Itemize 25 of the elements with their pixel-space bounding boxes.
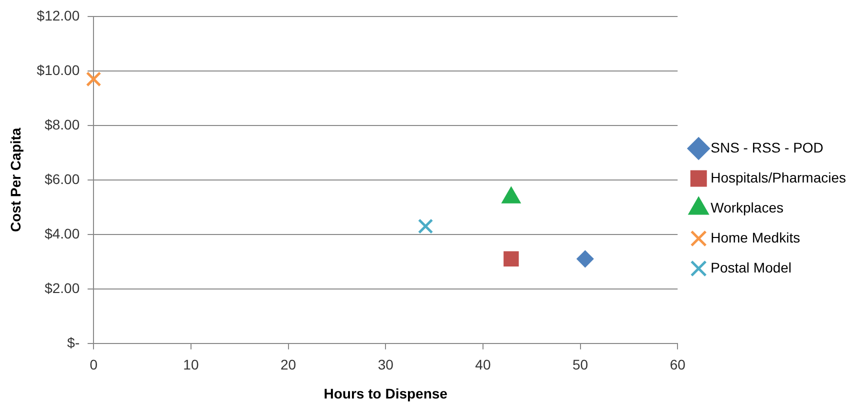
y-axis-title: Cost Per Capita (7, 128, 24, 232)
y-tick-label: $12.00 (36, 7, 80, 24)
x-tick-label: 40 (475, 356, 491, 373)
point (576, 250, 594, 268)
x-tick-label: 10 (183, 356, 199, 373)
y-tick-label: $4.00 (44, 225, 80, 242)
y-tick-label: $10.00 (36, 62, 80, 78)
x-tick-label: 50 (572, 356, 588, 373)
point (418, 218, 434, 234)
y-tick-label: $8.00 (44, 116, 80, 132)
legend-label: Home Medkits (710, 229, 800, 246)
point (86, 71, 102, 87)
x-tick-label: 0 (90, 356, 98, 373)
legend-label: Workplaces (710, 199, 784, 216)
legend-label: SNS - RSS - POD (710, 139, 824, 156)
y-tick-label: $6.00 (44, 170, 80, 187)
legend-label: Postal Model (710, 259, 792, 276)
x-axis-title: Hours to Dispense (324, 385, 448, 402)
x-tick-label: 20 (280, 356, 296, 373)
x-tick-label: 30 (378, 356, 394, 373)
legend-label: Hospitals/Pharmacies (710, 169, 846, 186)
y-tick-label: $- (67, 334, 80, 350)
x-tick-label: 60 (670, 356, 686, 373)
y-tick-label: $2.00 (44, 280, 80, 296)
point (504, 251, 519, 267)
